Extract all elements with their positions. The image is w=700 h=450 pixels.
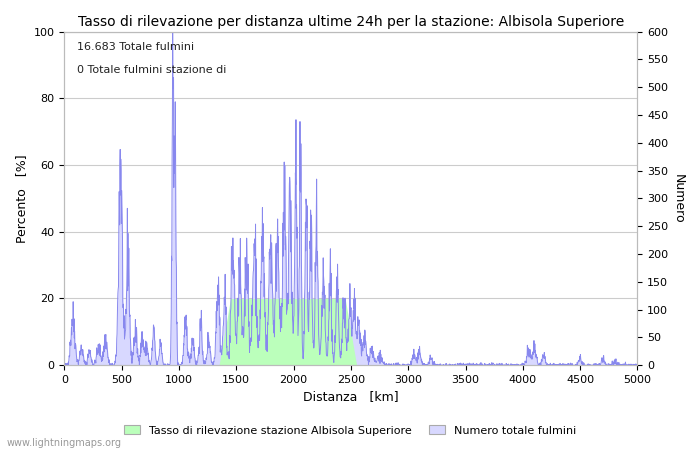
Text: 0 Totale fulmini stazione di: 0 Totale fulmini stazione di (77, 65, 226, 75)
X-axis label: Distanza   [km]: Distanza [km] (303, 391, 399, 404)
Legend: Tasso di rilevazione stazione Albisola Superiore, Numero totale fulmini: Tasso di rilevazione stazione Albisola S… (119, 421, 581, 440)
Y-axis label: Percento   [%]: Percento [%] (15, 154, 28, 243)
Text: 16.683 Totale fulmini: 16.683 Totale fulmini (77, 41, 194, 52)
Title: Tasso di rilevazione per distanza ultime 24h per la stazione: Albisola Superiore: Tasso di rilevazione per distanza ultime… (78, 15, 624, 29)
Text: www.lightningmaps.org: www.lightningmaps.org (7, 438, 122, 448)
Y-axis label: Numero: Numero (672, 174, 685, 223)
